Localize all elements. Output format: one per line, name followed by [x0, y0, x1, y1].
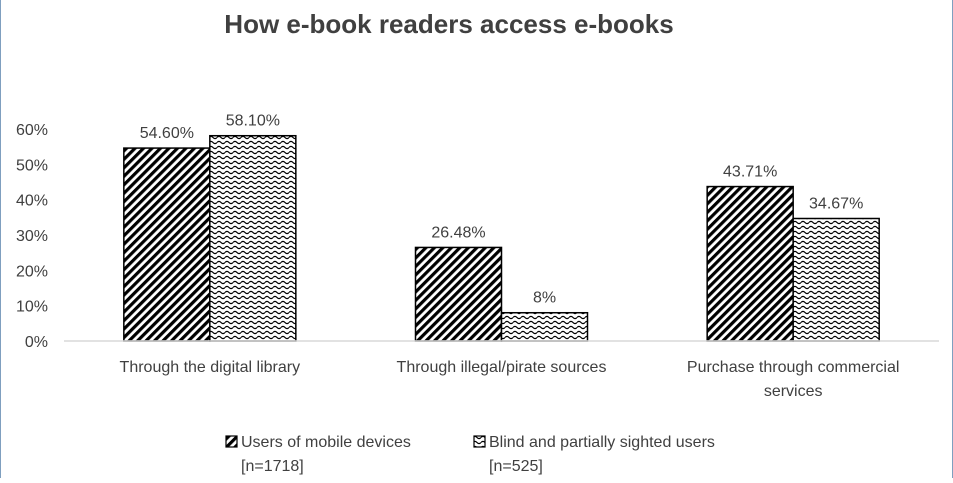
data-label: 54.60% [140, 125, 194, 142]
legend-swatch [473, 435, 486, 448]
bar-group [123, 134, 880, 342]
legend-label: Users of mobile devices [241, 434, 411, 451]
bar [209, 134, 297, 342]
bar [706, 185, 794, 342]
x-tick-label: Purchase through commercial [687, 359, 900, 376]
y-tick-label: 60% [16, 122, 48, 139]
x-tick-label: Through illegal/pirate sources [397, 359, 607, 376]
y-tick-label: 10% [16, 299, 48, 316]
bar [500, 311, 589, 342]
data-label: 8% [533, 290, 556, 307]
y-tick-label: 20% [16, 263, 48, 280]
y-tick-label: 40% [16, 193, 48, 210]
bar [123, 147, 211, 342]
chart-title: How e-book readers access e-books [224, 9, 673, 39]
bar [792, 217, 880, 342]
x-axis: Through the digital library Through illeg… [64, 340, 939, 400]
y-tick-label: 0% [25, 334, 48, 351]
data-label: 58.10% [226, 113, 280, 130]
legend-label: [n=525] [489, 458, 543, 475]
value-labels: 54.60% 58.10% 26.48% 8% 43.71% 34.67% [140, 113, 864, 307]
y-tick-label: 30% [16, 228, 48, 245]
data-label: 34.67% [809, 195, 863, 212]
legend-label: Blind and partially sighted users [489, 434, 715, 451]
legend-swatch [225, 435, 238, 448]
y-tick-label: 50% [16, 157, 48, 174]
bar [414, 246, 503, 342]
data-label: 43.71% [723, 164, 777, 181]
legend-label: [n=1718] [241, 458, 304, 475]
legend: Users of mobile devices [n=1718] Blind and… [225, 434, 715, 475]
y-axis: 0% 10% 20% 30% 40% 50% 60% [16, 122, 48, 351]
x-tick-label: Through the digital library [120, 359, 301, 376]
data-label: 26.48% [431, 224, 485, 241]
x-tick-label: services [764, 383, 823, 400]
